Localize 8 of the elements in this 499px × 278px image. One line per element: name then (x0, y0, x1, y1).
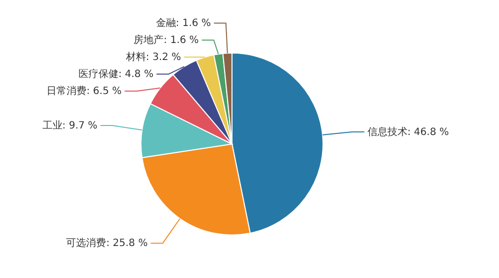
slice-label: 信息技术: 46.8 % (367, 126, 449, 138)
slice-label: 房地产: 1.6 % (134, 34, 199, 46)
slice-label: 可选消费: 25.8 % (66, 237, 148, 250)
slice-label: 材料: 3.2 % (124, 51, 182, 64)
slice-label: 日常消费: 6.5 % (46, 85, 122, 98)
slice-label: 医疗保健: 4.8 % (78, 68, 154, 80)
slice-label: 工业: 9.7 % (42, 119, 98, 132)
slice-label: 金融: 1.6 % (156, 17, 211, 30)
